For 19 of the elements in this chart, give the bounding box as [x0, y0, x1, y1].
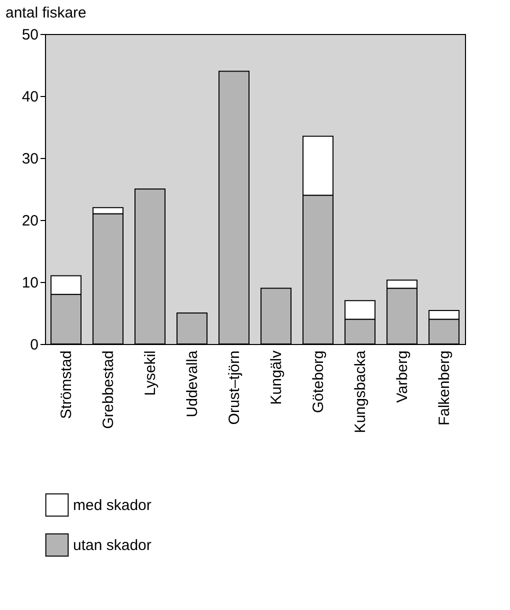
y-axis-title: antal fiskare: [6, 4, 86, 22]
x-tick-label: Uddevalla: [184, 350, 201, 418]
x-tick-label: Kungälv: [268, 350, 285, 405]
y-tick-label: 0: [30, 336, 38, 354]
legend-label: utan skador: [73, 537, 152, 554]
y-tick-label: 10: [22, 274, 38, 292]
x-tick-label: Göteborg: [310, 350, 327, 414]
x-tick-label: Varberg: [394, 350, 411, 403]
y-tick-label: 30: [22, 150, 38, 168]
x-tick-label: Falkenberg: [436, 350, 453, 426]
x-tick-label: Kungsbacka: [352, 350, 369, 434]
x-tick-label: Orust–tjörn: [226, 350, 243, 425]
x-tick-label: Grebbestad: [100, 350, 117, 429]
x-tick-label: Strömstad: [58, 350, 75, 419]
x-tick-label: Lysekil: [142, 350, 159, 396]
y-tick-label: 20: [22, 212, 38, 230]
y-tick-label: 40: [22, 88, 38, 106]
legend-label: med skador: [73, 497, 152, 514]
y-tick-label: 50: [22, 26, 38, 44]
